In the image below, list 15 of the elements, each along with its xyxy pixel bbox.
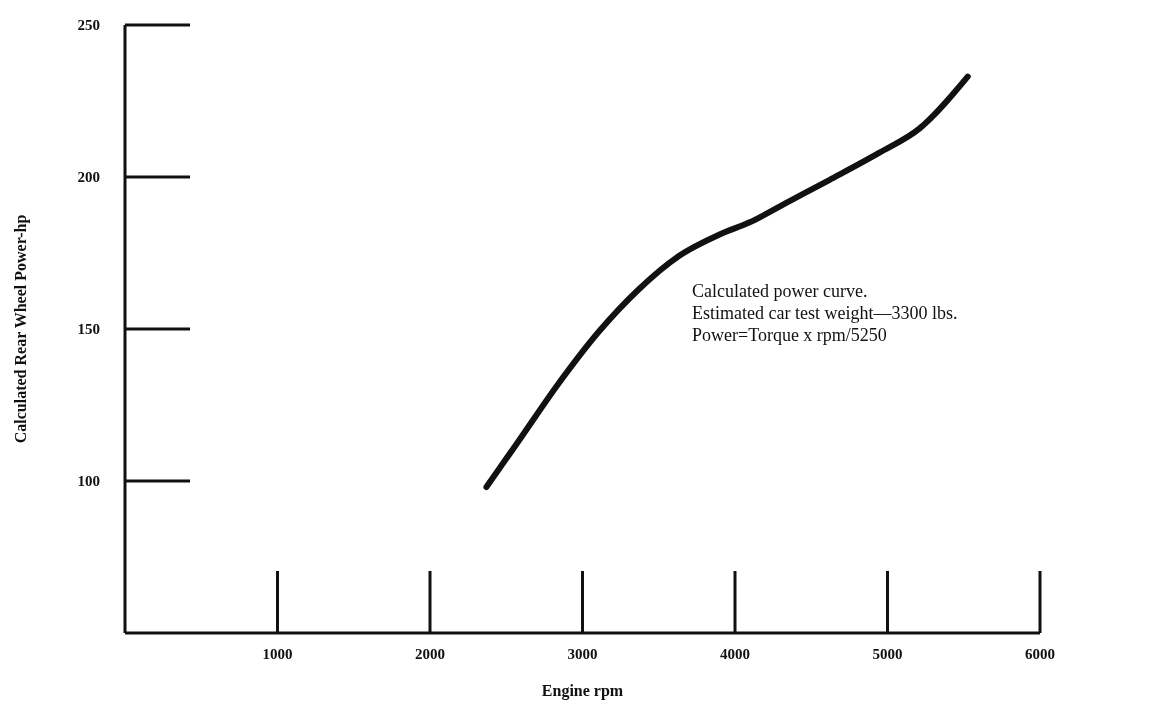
annotation: Calculated power curve. — [692, 280, 869, 302]
x-tick-label: 2000 — [415, 645, 445, 662]
y-tick-label: 150 — [77, 321, 100, 338]
x-tick-label: 3000 — [567, 645, 598, 662]
x-axis-title: Engine rpm — [541, 682, 624, 700]
x-tick-label: 4000 — [720, 645, 750, 662]
annotation: Estimated car test weight—3300 lbs. — [692, 302, 958, 324]
y-tick-label: 200 — [77, 169, 100, 186]
x-tick-label: 5000 — [872, 645, 903, 662]
x-tick-label: 6000 — [1025, 645, 1055, 662]
y-tick-label: 250 — [77, 17, 100, 34]
x-tick-label: 1000 — [262, 645, 293, 662]
y-axis-title: Calculated Rear Wheel Power-hp — [11, 214, 30, 444]
annotation: Power=Torque x rpm/5250 — [692, 324, 888, 346]
y-tick-label: 100 — [77, 473, 100, 490]
